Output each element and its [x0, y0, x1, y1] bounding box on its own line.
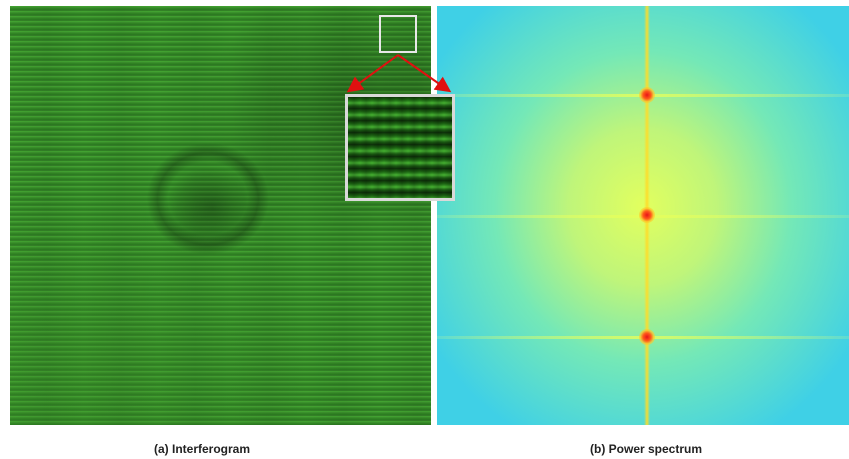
caption-interferogram: (a) Interferogram — [154, 442, 251, 456]
spectrum-peak-bottom — [639, 329, 655, 345]
power-spectrum-image — [437, 6, 849, 425]
caption-power-spectrum: (b) Power spectrum — [590, 442, 703, 456]
zoom-region-box — [379, 15, 417, 53]
interferogram-image — [10, 6, 431, 425]
spectrum-peak-center — [639, 207, 655, 223]
spectrum-peak-top — [639, 87, 655, 103]
zoom-inset — [345, 94, 455, 201]
